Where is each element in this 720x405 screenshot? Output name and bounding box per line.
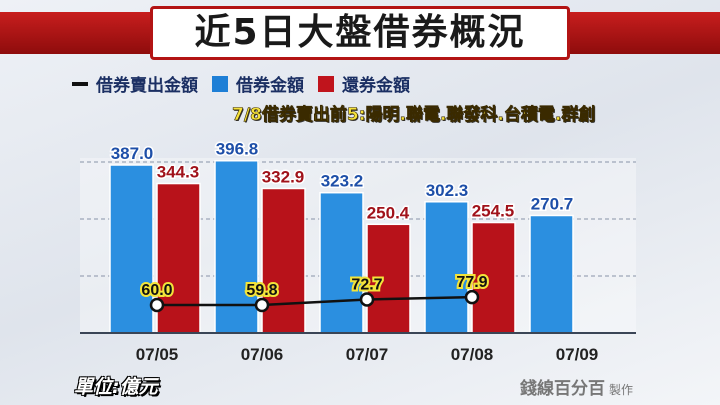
bar-return (366, 223, 411, 334)
data-label-short-sell: 60.0 (141, 282, 172, 299)
line-point (149, 297, 165, 313)
line-point (464, 289, 480, 305)
line-short-sell (156, 295, 473, 307)
line-point (254, 297, 270, 313)
data-label-short-sell: 59.8 (246, 282, 277, 299)
line-point (359, 292, 375, 307)
legend-blue-swatch (212, 75, 228, 92)
legend-label: 借券賣出金額 (96, 76, 198, 96)
bar-borrow (319, 191, 364, 334)
data-label-short-sell: 77.9 (456, 274, 487, 291)
annotation-note: 7/8借券賣出前5:陽明.聯電.聯發科.台積電.群創 (232, 105, 596, 126)
bar-return (261, 187, 306, 334)
data-label-return: 254.5 (472, 202, 515, 221)
x-tick-label: 07/08 (451, 345, 494, 364)
bar-borrow (529, 214, 574, 334)
logo-brand: 錢線百分百 (520, 379, 605, 399)
data-label-return: 344.3 (157, 163, 200, 182)
legend: 借券賣出金額 借券金額 還券金額 (72, 71, 410, 96)
page-title: 近5日大盤借券概況 (150, 6, 570, 60)
data-label-borrow: 323.2 (321, 172, 364, 191)
bar-borrow (214, 159, 259, 334)
unit-label: 單位:億元 (74, 376, 158, 398)
data-label-return: 250.4 (367, 203, 410, 222)
logo: 錢線百分百 製作 (520, 374, 633, 399)
x-tick-label: 07/07 (346, 345, 389, 364)
bar-return (156, 182, 201, 334)
legend-line-swatch (72, 81, 88, 86)
bar-borrow (424, 201, 469, 334)
data-label-return: 332.9 (262, 167, 305, 186)
x-tick-label: 07/06 (241, 345, 284, 364)
x-tick-label: 07/09 (556, 345, 599, 364)
bar-borrow (109, 164, 154, 334)
data-label-borrow: 270.7 (531, 194, 574, 213)
legend-red-swatch (318, 75, 334, 92)
data-label-borrow: 387.0 (111, 144, 154, 163)
logo-suffix: 製作 (609, 383, 634, 397)
x-tick-label: 07/05 (136, 345, 179, 364)
data-label-borrow: 396.8 (216, 140, 259, 159)
data-label-short-sell: 72.7 (351, 276, 382, 293)
data-label-borrow: 302.3 (426, 181, 469, 200)
legend-label: 借券金額 (236, 76, 304, 96)
bar-return (471, 221, 516, 334)
legend-label: 還券金額 (342, 76, 410, 96)
